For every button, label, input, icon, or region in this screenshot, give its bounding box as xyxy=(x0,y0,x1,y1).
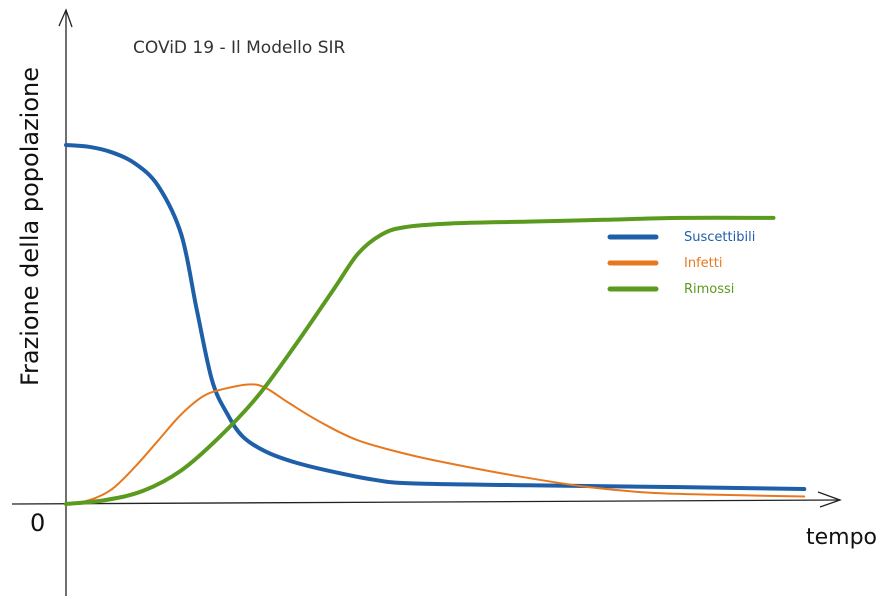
series-line-rimossi xyxy=(64,215,776,506)
legend-label-rimossi: Rimossi xyxy=(684,282,734,297)
origin-label: 0 xyxy=(30,509,45,537)
chart-title: COViD 19 - Il Modello SIR xyxy=(133,38,346,58)
x-axis-arrow xyxy=(817,491,842,508)
axes xyxy=(11,8,842,596)
y-axis-arrow xyxy=(58,8,73,28)
curves xyxy=(64,142,807,506)
series-line-infetti xyxy=(65,383,806,505)
x-axis-label: tempo xyxy=(806,525,877,550)
legend-label-infetti: Infetti xyxy=(684,256,722,271)
y-axis-label: Frazione della popolazione xyxy=(16,67,44,386)
legend: Suscettibili Infetti Rimossi xyxy=(607,230,755,297)
series-line-suscettibili xyxy=(64,142,807,492)
legend-label-suscettibili: Suscettibili xyxy=(684,230,755,245)
x-axis-line xyxy=(11,499,841,505)
